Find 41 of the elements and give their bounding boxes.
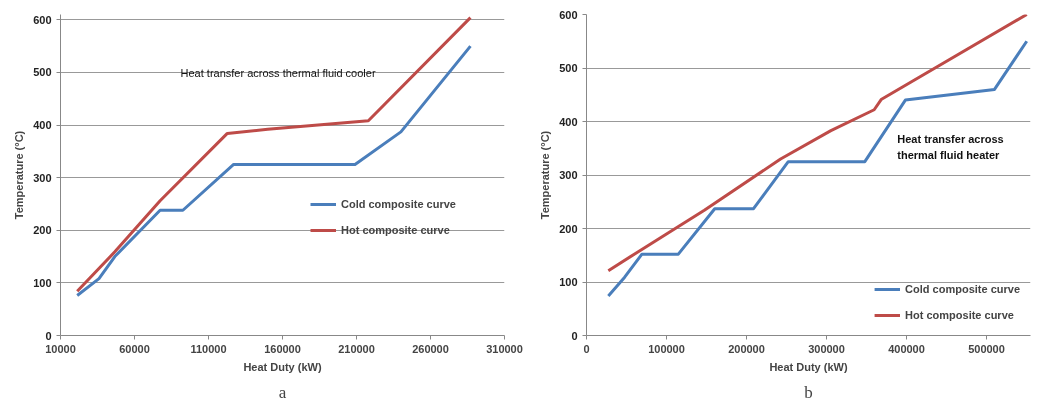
legend-label: Cold composite curve	[341, 198, 456, 210]
y-tick-label: 500	[33, 66, 52, 79]
y-tick-label: 0	[571, 329, 578, 342]
x-axis-title: Heat Duty (kW)	[243, 360, 322, 373]
y-tick-label: 400	[33, 119, 52, 132]
annotation: Heat transfer across thermal fluid cooler	[180, 66, 376, 79]
x-tick-label: 10000	[45, 342, 76, 355]
x-axis-title: Heat Duty (kW)	[769, 360, 848, 373]
x-tick-label: 60000	[119, 342, 150, 355]
y-tick-label: 200	[559, 222, 578, 235]
annotation: Heat transfer across thermal fluid heater	[897, 133, 1004, 161]
line-series	[606, 39, 1029, 298]
text: a	[278, 382, 287, 402]
line-series	[606, 14, 1029, 273]
x-tick-label: 210000	[338, 342, 375, 355]
y-tick-label: 300	[33, 171, 52, 184]
x-tick-label: 160000	[264, 342, 301, 355]
y-tick-label: 600	[33, 13, 52, 26]
y-tick-label: 500	[559, 62, 578, 74]
y-tick-label: 100	[33, 276, 52, 289]
x-tick-label: 260000	[412, 342, 449, 355]
y-axis-title: Temperature (°C)	[539, 130, 552, 220]
y-tick-label: 300	[559, 169, 578, 181]
legend-label: Hot composite curve	[341, 224, 450, 236]
y-tick-label: 100	[559, 276, 578, 288]
text: b	[804, 382, 813, 402]
x-tick-label: 0	[583, 342, 590, 355]
y-tick-label: 600	[559, 8, 578, 21]
legend-label: Hot composite curve	[905, 309, 1014, 321]
x-tick-label: 310000	[486, 342, 523, 355]
x-tick-label: 400000	[888, 342, 925, 355]
y-tick-label: 0	[45, 329, 52, 342]
y-tick-label: 400	[559, 115, 578, 128]
y-tick-label: 200	[33, 224, 52, 237]
y-axis-title: Temperature (°C)	[13, 130, 26, 220]
x-tick-label: 500000	[968, 342, 1005, 355]
legend-label: Cold composite curve	[905, 283, 1020, 295]
x-tick-label: 110000	[190, 342, 227, 355]
x-tick-label: 300000	[808, 342, 845, 355]
x-tick-label: 100000	[648, 342, 685, 355]
x-tick-label: 200000	[728, 342, 765, 355]
